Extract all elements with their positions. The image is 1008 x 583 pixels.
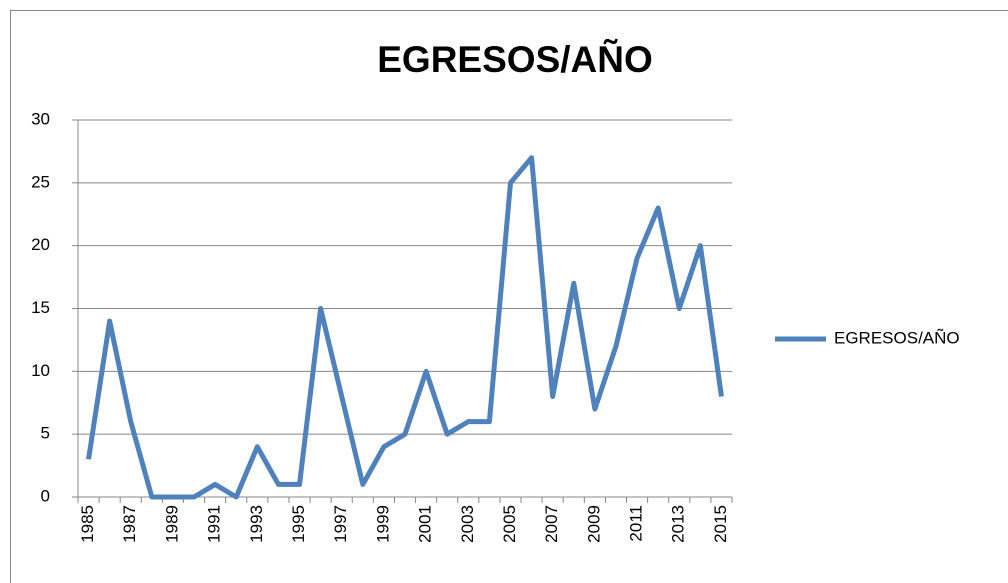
chart-border (10, 10, 1008, 583)
y-tick-label: 10 (31, 361, 50, 380)
data-line (86, 155, 724, 500)
x-tick-label: 2011 (627, 505, 646, 542)
chart-title: EGRESOS/AÑO (377, 38, 653, 80)
x-tick-label: 1989 (162, 505, 181, 543)
x-tick-label: 2005 (500, 505, 519, 543)
legend-label: EGRESOS/AÑO (834, 328, 960, 347)
y-tick-label: 0 (41, 486, 50, 505)
x-tick-label: 1991 (205, 505, 224, 543)
y-tick-label: 20 (31, 235, 50, 254)
x-tick-label: 1985 (78, 505, 97, 543)
y-tick-label: 15 (31, 298, 50, 317)
x-tick-label: 2001 (416, 505, 435, 543)
x-tick-label: 1999 (373, 505, 392, 543)
y-tick-label: 25 (31, 172, 50, 191)
x-tick-label: 2013 (669, 505, 688, 543)
x-tick-label: 2007 (542, 505, 561, 543)
x-tick-label: 2015 (711, 505, 730, 543)
x-tick-label: 1993 (247, 505, 266, 543)
y-tick-label: 5 (41, 424, 50, 443)
x-tick-label: 1995 (289, 505, 308, 543)
x-tick-label: 1987 (120, 505, 139, 543)
y-tick-label: 30 (31, 109, 50, 128)
x-tick-label: 2003 (458, 505, 477, 543)
x-tick-label: 1997 (331, 505, 350, 543)
x-tick-label: 2009 (584, 505, 603, 543)
